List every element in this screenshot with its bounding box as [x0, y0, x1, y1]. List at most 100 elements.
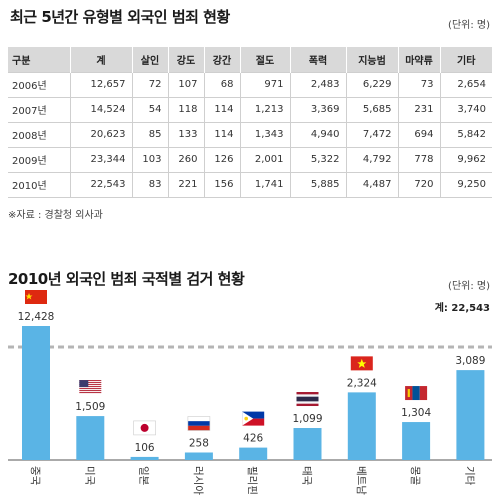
table-cell: 260	[167, 146, 204, 172]
table-cell: 54	[131, 96, 168, 122]
table-cell: 5,685	[345, 96, 398, 122]
table-header-cell: 지능범	[345, 47, 398, 72]
bar-value-label: 1,509	[75, 401, 105, 413]
table-cell: 133	[167, 121, 204, 147]
table-cell: 22,543	[69, 171, 132, 198]
category-label: 러시아	[192, 466, 204, 495]
table-header-cell: 강간	[203, 47, 240, 72]
table-cell: 1,213	[239, 96, 290, 122]
bar-value-label: 1,304	[401, 407, 431, 419]
thailand-flag	[296, 392, 319, 407]
crime-table: 구분 계 살인 강도 강간 절도 폭력 지능범 마약류 기타 2006년 12,657 72 107 68…	[8, 47, 492, 198]
chart-unit: (단위: 명)	[448, 281, 490, 292]
japan-flag	[133, 420, 156, 436]
bar-1	[22, 326, 50, 460]
table-unit: (단위: 명)	[448, 20, 490, 31]
table-cell: 1,343	[239, 121, 290, 147]
bar-6	[293, 428, 322, 460]
table-cell: 118	[167, 96, 204, 122]
table-cell: 720	[397, 171, 440, 198]
table-cell: 1,741	[239, 171, 290, 198]
table-header-cell: 절도	[239, 47, 290, 72]
chart-title: 2010년 외국인 범죄 국적별 검거 현황	[8, 270, 245, 288]
category-label: 미국	[83, 466, 95, 486]
table-row: 2007년 14,524 54 118 114 1,213 3,369 5,685 231 3,7…	[8, 96, 492, 122]
table-header-cell: 기타	[439, 47, 492, 72]
table-title: 최근 5년간 유형별 외국인 범죄 현황	[10, 8, 230, 26]
table-cell: 694	[397, 121, 440, 147]
table-cell: 83	[131, 171, 168, 198]
table-cell: 114	[203, 121, 240, 147]
table-cell: 5,885	[289, 171, 346, 198]
bar-9	[456, 370, 485, 460]
table-cell: 23,344	[69, 146, 132, 172]
bar-value-label: 2,324	[347, 377, 377, 389]
table-cell: 4,940	[289, 121, 346, 147]
table-cell: 4,487	[345, 171, 398, 198]
table-header-cell: 계	[69, 47, 132, 72]
chart-total: 계: 22,543	[434, 303, 490, 314]
category-label: 중국	[29, 466, 41, 486]
category-label: 몽골	[409, 466, 421, 486]
bar-8	[402, 422, 431, 460]
category-label: 일본	[138, 466, 151, 486]
bar-4	[184, 452, 213, 460]
table-cell: 20,623	[69, 121, 132, 147]
mongolia-flag	[405, 386, 428, 401]
table-cell: 107	[167, 71, 204, 97]
table-cell: 2010년	[8, 171, 70, 198]
table-header-row: 구분 계 살인 강도 강간 절도 폭력 지능범 마약류 기타	[8, 47, 492, 72]
bar-value-label: 106	[135, 442, 155, 454]
table-cell: 778	[397, 146, 440, 172]
vietnam-flag	[350, 356, 373, 371]
category-label: 태국	[301, 466, 313, 486]
bar-value-label: 1,099	[292, 413, 322, 425]
bar-7	[347, 392, 376, 460]
table-cell: 103	[131, 146, 168, 172]
bar-value-label: 426	[243, 433, 263, 445]
table-row: 2008년 20,623 85 133 114 1,343 4,940 7,472 694 5,8…	[8, 121, 492, 147]
table-cell: 68	[203, 71, 240, 97]
table-row: 2010년 22,543 83 221 156 1,741 5,885 4,487 720 9,2…	[8, 171, 492, 198]
table-header-cell: 마약류	[397, 47, 440, 72]
table-cell: 126	[203, 146, 240, 172]
table-cell: 14,524	[69, 96, 132, 122]
table-cell: 2009년	[8, 146, 70, 172]
bar-2	[76, 416, 105, 460]
philippines-flag	[242, 411, 265, 426]
table-cell: 6,229	[345, 71, 398, 97]
table-cell: 5,842	[439, 121, 492, 147]
table-cell: 2006년	[8, 71, 70, 97]
table-cell: 2008년	[8, 121, 70, 147]
table-header-cell: 구분	[8, 47, 70, 72]
bar-5	[239, 447, 268, 460]
table-cell: 7,472	[345, 121, 398, 147]
table-cell: 3,369	[289, 96, 346, 122]
table-cell: 9,962	[439, 146, 492, 172]
table-cell: 2,483	[289, 71, 346, 97]
table-header-cell: 강도	[167, 47, 204, 72]
table-cell: 9,250	[439, 171, 492, 198]
table-cell: 221	[167, 171, 204, 198]
table-cell: 2007년	[8, 96, 70, 122]
table-header-cell: 살인	[131, 47, 168, 72]
table-cell: 114	[203, 96, 240, 122]
table-source: ※자료 : 경찰청 외사과	[8, 210, 103, 221]
bar-value-label: 258	[189, 437, 209, 449]
bar-3	[130, 456, 159, 460]
table-row: 2006년 12,657 72 107 68 971 2,483 6,229 73 2,654	[8, 71, 492, 97]
table-cell: 231	[397, 96, 440, 122]
table-cell: 73	[397, 71, 440, 97]
china-flag	[25, 290, 47, 304]
category-label: 베트남	[355, 466, 367, 495]
table-cell: 5,322	[289, 146, 346, 172]
table-row: 2009년 23,344 103 260 126 2,001 5,322 4,792 778 9,…	[8, 146, 492, 172]
table-cell: 3,740	[439, 96, 492, 122]
bar-value-label: 3,089	[455, 355, 485, 367]
table-cell: 12,657	[69, 71, 132, 97]
table-cell: 971	[239, 71, 290, 97]
table-cell: 85	[131, 121, 168, 147]
russia-flag	[187, 416, 211, 431]
table-cell: 2,654	[439, 71, 492, 97]
